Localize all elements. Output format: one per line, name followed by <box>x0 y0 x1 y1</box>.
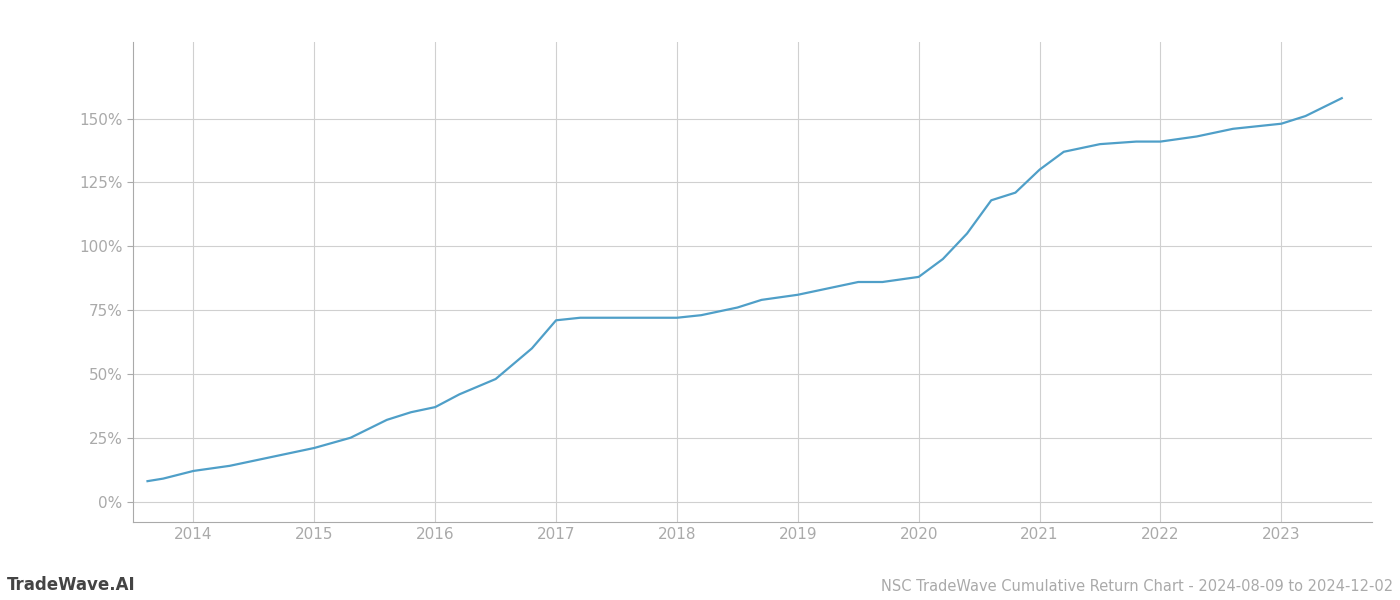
Text: NSC TradeWave Cumulative Return Chart - 2024-08-09 to 2024-12-02: NSC TradeWave Cumulative Return Chart - … <box>881 579 1393 594</box>
Text: TradeWave.AI: TradeWave.AI <box>7 576 136 594</box>
